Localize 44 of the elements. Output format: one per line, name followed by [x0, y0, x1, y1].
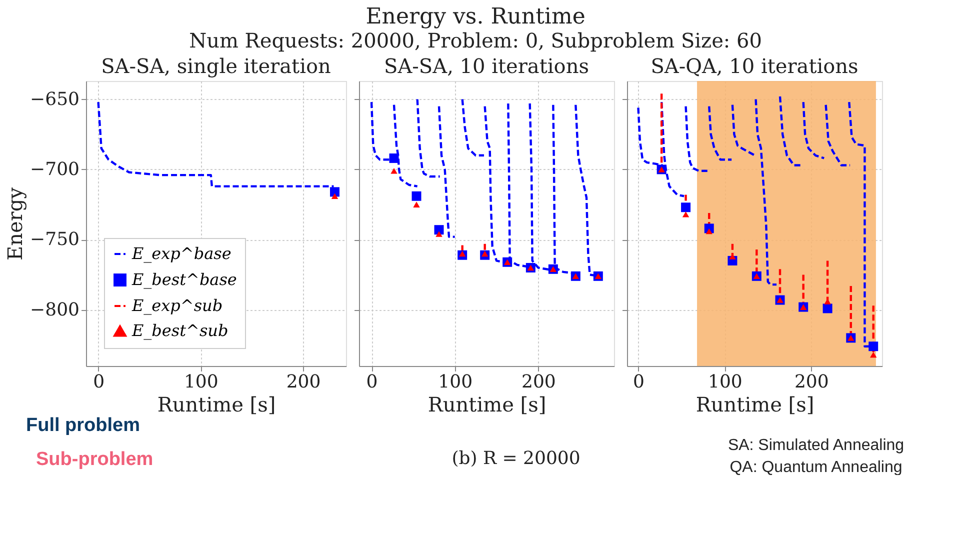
point: [436, 231, 442, 237]
legend-label: E_exp^base: [131, 244, 232, 263]
x-tick-label: 100: [708, 372, 742, 392]
text: Energy vs. Runtime: [366, 4, 586, 30]
y-tick-label: −650: [30, 88, 80, 110]
x-tick-label: 200: [794, 372, 829, 392]
y-tick-label: −750: [30, 229, 80, 250]
text: Sub-problem: [36, 449, 154, 470]
text: Num Requests: 20000, Problem: 0, Subproblem Size: 60: [189, 28, 762, 52]
y-tick-label: −800: [30, 299, 80, 320]
x-tick-label: 100: [438, 372, 473, 392]
legend-label: E_best^sub: [131, 321, 228, 340]
text: QA: Quantum Annealing: [730, 459, 902, 476]
point: [682, 211, 690, 218]
x-tick-label: 0: [93, 372, 105, 392]
point: [822, 304, 832, 314]
x-axis-title: Runtime [s]: [428, 392, 546, 416]
x-tick-label: 0: [633, 372, 644, 392]
y-tick-label: −700: [30, 158, 80, 180]
chart-title: SA-SA, 10 iterations: [384, 54, 589, 78]
legend-label: E_best^base: [131, 270, 237, 289]
point: [706, 228, 712, 234]
x-tick-label: 200: [286, 372, 321, 392]
point: [481, 250, 488, 257]
x-tick-label: 0: [366, 372, 378, 392]
y-axis-title: Energy: [3, 186, 28, 260]
point: [413, 202, 420, 208]
text: (b) R = 20000: [452, 448, 580, 469]
point: [868, 342, 878, 352]
text: Full problem: [26, 415, 140, 436]
point: [390, 168, 398, 174]
chart-title: SA-SA, single iteration: [101, 54, 332, 78]
chart-title: SA-QA, 10 iterations: [650, 54, 858, 78]
point: [389, 153, 399, 163]
x-axis-title: Runtime [s]: [696, 392, 814, 416]
legend-label: E_exp^sub: [131, 296, 223, 315]
text: SA: Simulated Annealing: [728, 437, 904, 454]
point: [458, 250, 466, 257]
x-axis-title: Runtime [s]: [157, 392, 276, 416]
point: [412, 191, 422, 201]
point: [681, 202, 691, 212]
x-tick-label: 200: [521, 372, 556, 392]
x-tick-label: 100: [184, 372, 218, 392]
point: [870, 352, 877, 358]
